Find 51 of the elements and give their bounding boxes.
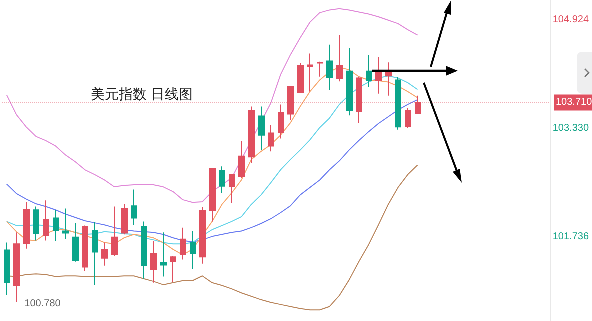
candlestick bbox=[405, 108, 411, 130]
candlestick bbox=[326, 44, 333, 91]
candlestick bbox=[395, 77, 401, 130]
candlestick bbox=[268, 124, 274, 152]
candlestick bbox=[366, 54, 372, 88]
y-tick-label: 101.736 bbox=[552, 231, 590, 242]
candlestick bbox=[13, 232, 20, 302]
candlestick bbox=[248, 106, 255, 164]
candlestick bbox=[33, 206, 39, 242]
candlestick bbox=[229, 174, 235, 204]
candlestick bbox=[219, 166, 225, 194]
line-series bbox=[6, 8, 418, 204]
text: 美元指数 日线图 bbox=[91, 86, 193, 102]
candlestick bbox=[23, 201, 30, 250]
candlestick bbox=[43, 200, 49, 242]
candlestick bbox=[141, 221, 147, 280]
candlestick bbox=[92, 222, 98, 286]
candlestick bbox=[287, 86, 294, 121]
candlestick bbox=[180, 227, 186, 260]
candlestick bbox=[150, 240, 157, 284]
ref-line-label: 103.710 bbox=[556, 97, 592, 108]
candlestick bbox=[199, 206, 206, 264]
candlestick bbox=[258, 106, 265, 151]
candlestick bbox=[53, 210, 59, 242]
candlestick bbox=[209, 167, 216, 222]
y-tick-label: 104.924 bbox=[552, 14, 590, 26]
candlestick bbox=[111, 206, 118, 257]
candlestick bbox=[278, 104, 284, 140]
candlestick bbox=[415, 95, 421, 114]
candlestick bbox=[346, 48, 353, 116]
candlestick bbox=[82, 225, 88, 272]
candlestick bbox=[72, 222, 79, 262]
candlestick bbox=[375, 56, 382, 94]
candlestick bbox=[121, 204, 128, 236]
candlestick bbox=[356, 76, 362, 124]
candlestick bbox=[317, 61, 323, 78]
candlestick bbox=[307, 53, 313, 92]
annotation: 100.780 bbox=[24, 298, 62, 310]
candlestick bbox=[336, 34, 343, 82]
candlestick bbox=[297, 62, 304, 94]
candlestick bbox=[160, 232, 167, 278]
candlestick bbox=[131, 189, 137, 226]
y-tick-label: 103.330 bbox=[552, 123, 590, 134]
candlestick bbox=[62, 208, 69, 240]
line-series bbox=[6, 99, 418, 243]
candlestick bbox=[4, 242, 10, 296]
candlestick bbox=[101, 242, 108, 266]
candlestick bbox=[190, 230, 196, 270]
candlestick bbox=[238, 140, 245, 179]
candlestick bbox=[385, 62, 392, 96]
candlestick bbox=[170, 256, 176, 283]
